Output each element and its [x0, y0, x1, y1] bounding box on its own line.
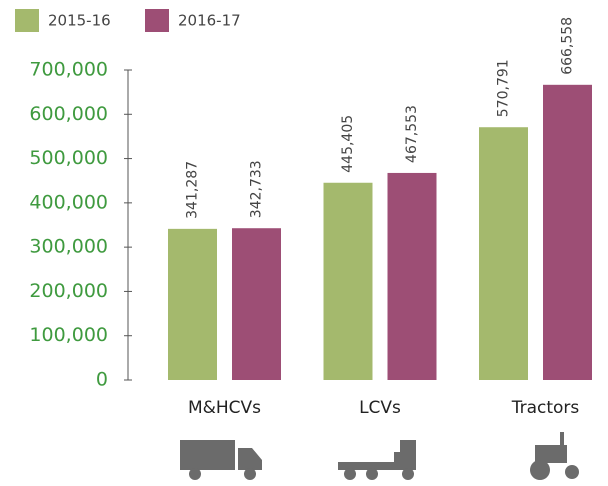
vehicle-icons — [180, 432, 579, 480]
wheel — [189, 468, 201, 480]
y-tick-label: 0 — [96, 369, 108, 391]
y-tick-label: 300,000 — [29, 236, 108, 258]
y-tick-label: 600,000 — [29, 103, 108, 125]
value-label: 570,791 — [496, 59, 512, 117]
wheel — [402, 468, 414, 480]
x-tick-label: M&HCVs — [188, 398, 261, 418]
truck-icon — [180, 440, 235, 470]
wheel — [344, 468, 356, 480]
bar — [168, 228, 217, 380]
wheel — [366, 468, 378, 480]
legend-label: 2015-16 — [48, 12, 111, 30]
bar — [323, 182, 373, 380]
trailer-icon — [338, 462, 398, 470]
y-tick-label: 400,000 — [29, 191, 108, 213]
y-tick-label: 500,000 — [29, 147, 108, 169]
bar — [387, 172, 437, 380]
bar — [479, 127, 528, 380]
y-tick-label: 100,000 — [29, 324, 108, 346]
x-tick-label: Tractors — [511, 398, 580, 418]
wheel — [244, 468, 256, 480]
value-label: 445,405 — [340, 115, 356, 173]
wheel — [565, 465, 579, 479]
y-tick-label: 700,000 — [29, 59, 108, 81]
value-label: 341,287 — [185, 161, 201, 219]
tractor-cab — [394, 440, 416, 470]
farm-tractor-icon — [535, 445, 567, 463]
value-label: 666,558 — [560, 17, 576, 75]
y-tick-label: 200,000 — [29, 280, 108, 302]
exhaust — [560, 432, 564, 446]
wheel — [530, 460, 550, 480]
bar — [232, 228, 281, 380]
x-tick-label: LCVs — [359, 398, 401, 418]
value-label: 467,553 — [404, 105, 420, 163]
value-label: 342,733 — [249, 160, 265, 218]
legend-swatch — [15, 9, 39, 32]
legend-label: 2016-17 — [178, 12, 241, 30]
truck-cab — [238, 448, 262, 470]
legend-swatch — [145, 9, 169, 32]
bar — [543, 84, 592, 380]
